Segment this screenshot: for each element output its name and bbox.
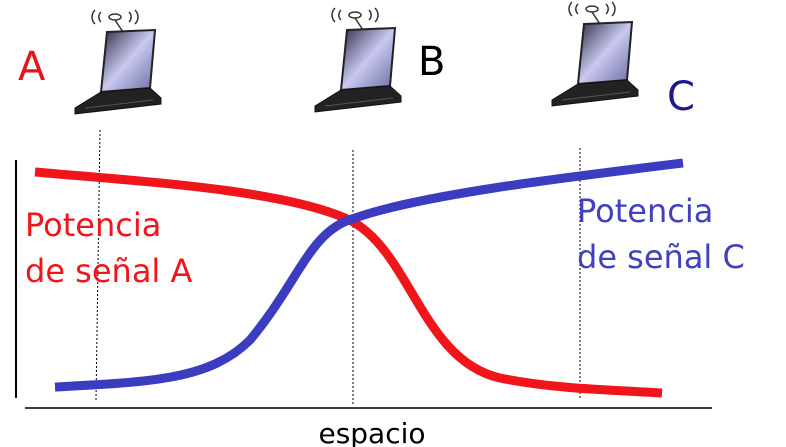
signal-label: de señal C: [577, 238, 745, 276]
laptop: [551, 1, 639, 107]
laptop: [74, 9, 162, 115]
signal-c-curve: [54, 158, 684, 392]
node-label: C: [667, 74, 695, 120]
signal-label: Potencia: [577, 192, 713, 230]
node-label: B: [418, 39, 445, 85]
laptop: [314, 7, 402, 113]
node-label: A: [18, 44, 46, 90]
signal-label: de señal A: [25, 252, 192, 290]
axis-label: espacio: [318, 417, 425, 447]
signal-a-curve: [34, 167, 663, 398]
signal-label: Potencia: [25, 206, 161, 244]
